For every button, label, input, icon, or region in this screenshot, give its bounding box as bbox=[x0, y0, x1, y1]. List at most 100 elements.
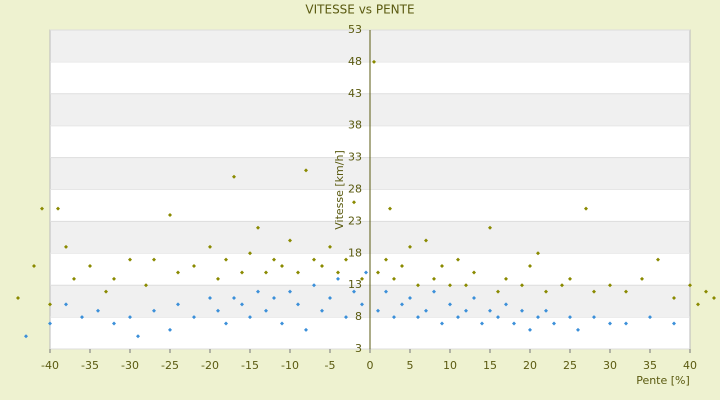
scatter-point bbox=[128, 315, 132, 320]
scatter-point bbox=[224, 257, 228, 262]
scatter-point bbox=[384, 289, 388, 294]
scatter-point bbox=[272, 257, 276, 262]
x-tick-label: 30 bbox=[603, 359, 617, 372]
scatter-point bbox=[304, 327, 308, 332]
y-tick-label: 3 bbox=[355, 342, 362, 355]
scatter-point bbox=[376, 270, 380, 275]
scatter-point bbox=[520, 308, 524, 313]
scatter-point bbox=[144, 283, 148, 288]
scatter-point bbox=[272, 295, 276, 300]
scatter-point bbox=[312, 257, 316, 262]
x-tick-label: -20 bbox=[201, 359, 219, 372]
x-tick-label: -35 bbox=[81, 359, 99, 372]
scatter-point bbox=[344, 315, 348, 320]
scatter-point bbox=[364, 270, 368, 275]
scatter-point bbox=[40, 206, 44, 211]
scatter-point bbox=[280, 321, 284, 326]
scatter-point bbox=[256, 225, 260, 230]
scatter-point bbox=[288, 238, 292, 243]
scatter-point bbox=[400, 302, 404, 307]
scatter-point bbox=[168, 213, 172, 218]
scatter-point bbox=[712, 295, 716, 300]
scatter-point bbox=[488, 308, 492, 313]
scatter-point bbox=[496, 289, 500, 294]
scatter-point bbox=[448, 283, 452, 288]
y-tick-label: 53 bbox=[348, 23, 362, 36]
scatter-point bbox=[568, 276, 572, 281]
y-axis-title: Vitesse [km/h] bbox=[333, 150, 346, 230]
scatter-point bbox=[544, 308, 548, 313]
scatter-point bbox=[192, 264, 196, 269]
x-tick-label: -10 bbox=[281, 359, 299, 372]
scatter-point bbox=[104, 289, 108, 294]
scatter-point bbox=[696, 302, 700, 307]
scatter-point bbox=[352, 289, 356, 294]
scatter-point bbox=[440, 264, 444, 269]
scatter-point bbox=[528, 327, 532, 332]
scatter-point bbox=[48, 302, 52, 307]
scatter-point bbox=[240, 270, 244, 275]
x-axis-title: Pente [%] bbox=[636, 374, 690, 387]
y-tick-label: 43 bbox=[348, 87, 362, 100]
scatter-point bbox=[416, 283, 420, 288]
y-tick-label: 28 bbox=[348, 183, 362, 196]
scatter-point bbox=[328, 244, 332, 249]
scatter-point bbox=[32, 264, 36, 269]
scatter-point bbox=[24, 334, 28, 339]
scatter-point bbox=[408, 244, 412, 249]
scatter-point bbox=[372, 59, 376, 64]
scatter-point bbox=[400, 264, 404, 269]
y-tick-label: 23 bbox=[348, 214, 362, 227]
scatter-point bbox=[168, 327, 172, 332]
x-tick-label: -40 bbox=[41, 359, 59, 372]
y-tick-label: 8 bbox=[355, 310, 362, 323]
x-tick-label: -25 bbox=[161, 359, 179, 372]
scatter-point bbox=[552, 321, 556, 326]
scatter-point bbox=[208, 295, 212, 300]
scatter-point bbox=[560, 283, 564, 288]
scatter-point bbox=[112, 321, 116, 326]
scatter-point bbox=[504, 276, 508, 281]
scatter-point bbox=[464, 283, 468, 288]
scatter-point bbox=[424, 308, 428, 313]
scatter-point bbox=[704, 289, 708, 294]
scatter-point bbox=[384, 257, 388, 262]
scatter-point bbox=[624, 289, 628, 294]
scatter-point bbox=[64, 244, 68, 249]
scatter-point bbox=[232, 174, 236, 179]
scatter-point bbox=[688, 283, 692, 288]
scatter-point bbox=[544, 289, 548, 294]
scatter-point bbox=[440, 321, 444, 326]
scatter-point bbox=[16, 295, 20, 300]
y-tick-label: 48 bbox=[348, 55, 362, 68]
scatter-point bbox=[128, 257, 132, 262]
scatter-point bbox=[280, 264, 284, 269]
scatter-point bbox=[296, 270, 300, 275]
x-tick-label: 35 bbox=[643, 359, 657, 372]
scatter-point bbox=[232, 295, 236, 300]
x-tick-label: 15 bbox=[483, 359, 497, 372]
x-tick-label: 20 bbox=[523, 359, 537, 372]
scatter-point bbox=[568, 315, 572, 320]
scatter-point bbox=[672, 321, 676, 326]
x-tick-label: 10 bbox=[443, 359, 457, 372]
scatter-point bbox=[208, 244, 212, 249]
scatter-point bbox=[304, 168, 308, 173]
scatter-point bbox=[528, 264, 532, 269]
scatter-point bbox=[336, 270, 340, 275]
scatter-point bbox=[360, 276, 364, 281]
x-tick-label: 40 bbox=[683, 359, 697, 372]
scatter-point bbox=[136, 334, 140, 339]
scatter-point bbox=[408, 295, 412, 300]
scatter-point bbox=[432, 289, 436, 294]
scatter-point bbox=[624, 321, 628, 326]
scatter-point bbox=[72, 276, 76, 281]
scatter-point bbox=[640, 276, 644, 281]
scatter-point bbox=[96, 308, 100, 313]
scatter-point bbox=[352, 200, 356, 205]
scatter-point bbox=[608, 321, 612, 326]
scatter-point bbox=[248, 315, 252, 320]
scatter-point bbox=[216, 308, 220, 313]
x-tick-label: 25 bbox=[563, 359, 577, 372]
